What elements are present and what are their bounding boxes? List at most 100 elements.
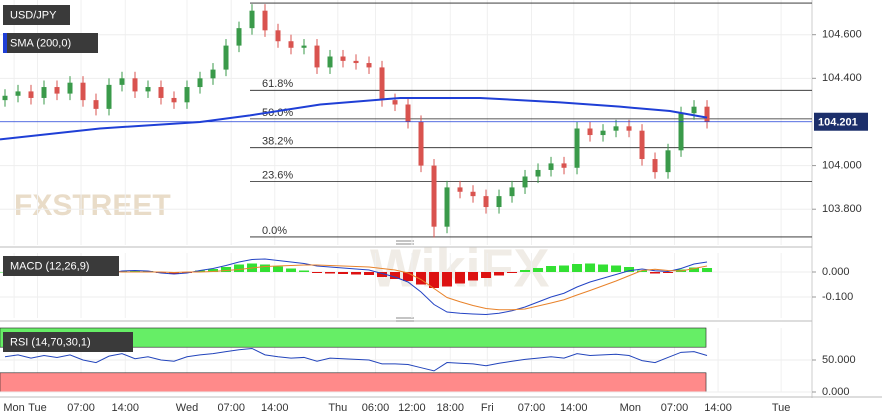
histogram-bar — [195, 270, 206, 272]
x-tick-label: Wed — [176, 402, 198, 414]
histogram-bar — [338, 272, 349, 274]
histogram-bar — [390, 272, 401, 279]
candle-body — [301, 45, 307, 48]
histogram-bar — [507, 272, 518, 273]
candle-body — [613, 126, 619, 131]
x-tick-label: Thu — [328, 402, 347, 414]
candle-body — [353, 60, 359, 64]
title-text: USD/JPY — [10, 9, 57, 21]
histogram-bar — [572, 264, 583, 272]
histogram-bar — [234, 264, 245, 272]
histogram-bar — [299, 270, 310, 272]
histogram-bar — [429, 272, 440, 288]
y-tick-label: 0.000 — [822, 266, 850, 278]
candle-body — [15, 91, 21, 96]
title-box — [3, 5, 70, 25]
x-tick-label: 07:00 — [661, 402, 689, 414]
sma-line — [0, 96, 708, 141]
candle-body — [431, 165, 437, 227]
candle-body — [145, 87, 151, 92]
candle-body — [275, 30, 281, 42]
histogram-bar — [416, 272, 427, 285]
x-tick-label: Tue — [772, 402, 791, 414]
last-price-label: 104.201 — [818, 117, 858, 129]
candle-body — [652, 159, 658, 173]
fib-label: 23.6% — [262, 169, 293, 181]
candle-body — [509, 187, 515, 197]
candle-body — [223, 45, 229, 70]
candle-body — [561, 163, 567, 168]
grip[interactable] — [396, 240, 414, 245]
x-tick-label: Tue — [28, 402, 47, 414]
candle-body — [366, 63, 372, 68]
x-tick-label: 18:00 — [437, 402, 465, 414]
histogram-bar — [442, 272, 453, 287]
candle-body — [522, 176, 528, 188]
x-tick-label: 07:00 — [518, 402, 546, 414]
y-tick-label: -0.100 — [822, 291, 853, 303]
histogram-bar — [260, 264, 271, 272]
x-tick-label: 07:00 — [67, 402, 95, 414]
candle-body — [392, 100, 398, 105]
histogram-bar — [286, 268, 297, 272]
overbought-band — [0, 327, 707, 348]
candle-body — [457, 187, 463, 192]
histogram-bar — [325, 272, 336, 274]
histogram-bar — [455, 272, 466, 284]
candle-body — [67, 82, 73, 94]
histogram-bar — [273, 266, 284, 272]
y-tick-label: 103.800 — [822, 203, 862, 215]
y-tick-label: 104.600 — [822, 29, 862, 41]
candle-body — [678, 113, 684, 151]
title-box — [3, 33, 98, 53]
x-tick-label: 06:00 — [362, 402, 390, 414]
candle-body — [236, 28, 242, 46]
candle-body — [2, 95, 8, 101]
candle-body — [444, 187, 450, 227]
watermark: FXSTREET — [14, 189, 171, 222]
panel-title: USD/JPY — [3, 5, 70, 25]
rsi-line — [4, 347, 708, 372]
candle-body — [41, 87, 47, 98]
histogram-bar — [403, 272, 414, 281]
x-tick-label: Mon — [3, 402, 24, 414]
macd-line — [4, 264, 708, 311]
histogram-bar — [468, 272, 479, 281]
candle-body — [535, 169, 541, 177]
histogram-bar — [130, 270, 141, 272]
panel-title: MACD (12,26,9) — [3, 256, 119, 276]
x-tick-label: Mon — [620, 402, 641, 414]
candle-body — [119, 78, 125, 85]
x-tick-label: 14:00 — [111, 402, 139, 414]
candle-body — [639, 130, 645, 160]
y-tick-label: 50.000 — [822, 354, 856, 366]
candle-body — [418, 121, 424, 166]
candle-body — [106, 84, 112, 109]
histogram-bar — [650, 272, 661, 274]
histogram-bar — [208, 269, 219, 272]
x-tick-label: 14:00 — [704, 402, 732, 414]
histogram-bar — [559, 265, 570, 272]
panel-title: SMA (200,0) — [3, 33, 98, 53]
candle-body — [54, 87, 60, 94]
candle-body — [405, 104, 411, 122]
grip[interactable] — [396, 317, 414, 322]
title-box — [3, 332, 133, 352]
candle-body — [340, 56, 346, 61]
histogram-bar — [221, 267, 232, 272]
candle-body — [574, 128, 580, 168]
candle-body — [483, 196, 489, 208]
candle-body — [470, 191, 476, 197]
candle-body — [171, 97, 177, 103]
y-tick-label: 104.000 — [822, 159, 862, 171]
candle-body — [262, 10, 268, 31]
histogram-bar — [702, 268, 713, 272]
candle-body — [600, 130, 606, 136]
candle-body — [704, 106, 710, 122]
candle-body — [28, 91, 34, 98]
candle-body — [210, 69, 216, 79]
candle-body — [587, 128, 593, 136]
